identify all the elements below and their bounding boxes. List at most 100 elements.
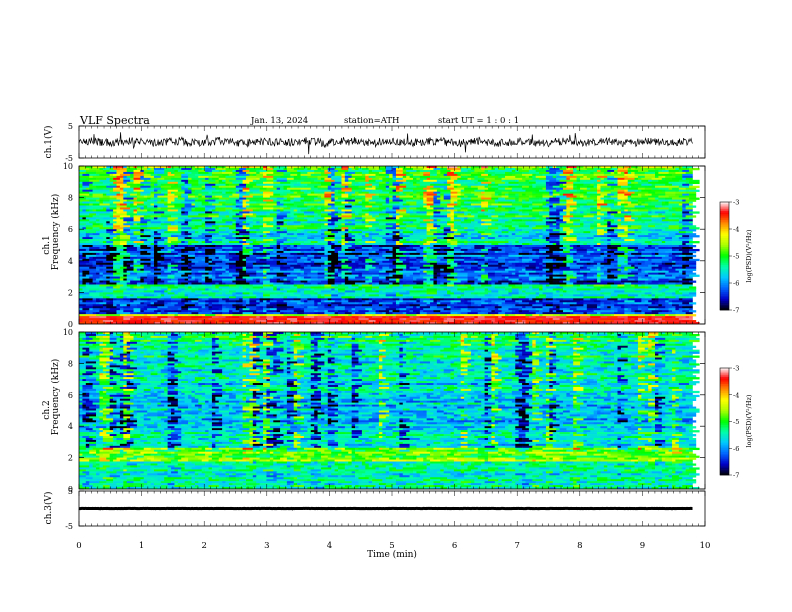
spectrogram-cell [406, 180, 410, 182]
spectrogram-cell [645, 257, 656, 259]
spectrogram-cell [488, 209, 495, 211]
spectrogram-cell [341, 202, 348, 204]
spectrogram-cell [294, 213, 305, 215]
spectrogram-cell [614, 231, 625, 233]
spectrogram-cell [604, 174, 615, 176]
spectrogram-cell [522, 235, 529, 237]
spectrogram-cell [420, 209, 431, 211]
spectrogram-cell [583, 267, 587, 269]
spectrogram-cell [580, 174, 584, 176]
spectrogram-cell [427, 186, 434, 188]
spectrogram-cell [386, 186, 390, 188]
spectrogram-cell [362, 209, 373, 211]
spectrogram-cell [403, 176, 407, 178]
spectrogram-cell [195, 196, 199, 198]
spectrogram-cell [635, 243, 642, 245]
spectrogram-cell [341, 184, 348, 186]
spectrogram-cell [519, 209, 523, 211]
spectrogram-cell [393, 174, 397, 176]
spectrogram-cell [502, 223, 513, 225]
spectrogram-cell [215, 223, 222, 225]
spectrogram-cell [89, 219, 96, 221]
spectrogram-cell [294, 231, 298, 233]
spectrogram-cell [427, 223, 434, 225]
spectrogram-cell [273, 217, 277, 219]
spectrogram-cell [93, 204, 100, 206]
spectrogram-cell [277, 243, 281, 245]
spectrogram-cell [440, 223, 447, 225]
spectrogram-cell [549, 213, 560, 215]
spectrogram-cell [655, 225, 662, 227]
spectrogram-cell [491, 186, 498, 188]
spectrogram-cell [464, 241, 468, 243]
spectrogram-cell [151, 247, 155, 249]
spectrogram-cell [335, 249, 342, 251]
spectrogram-cell [82, 271, 89, 273]
spectrogram-cell [168, 267, 172, 269]
spectrogram-cell [451, 239, 458, 241]
spectrogram-cell [352, 267, 359, 269]
spectrogram-cell [379, 233, 386, 235]
spectrogram-cell [379, 223, 386, 225]
spectrogram-cell [652, 241, 663, 243]
spectrogram-cell [372, 186, 376, 188]
spectrogram-cell [202, 247, 213, 249]
spectrogram-cell [249, 223, 256, 225]
spectrogram-cell [120, 178, 124, 180]
spectrogram-cell [290, 186, 294, 188]
spectrogram-cell [505, 188, 512, 190]
spectrogram-cell [423, 168, 427, 170]
spectrogram-cell [301, 184, 308, 186]
spectrogram-cell [140, 229, 144, 231]
spectrogram-cell [307, 184, 314, 186]
spectrogram-cell [502, 204, 513, 206]
spectrogram-cell [532, 174, 536, 176]
spectrogram-cell [474, 190, 485, 192]
spectrogram-cell [321, 198, 332, 200]
spectrogram-cell [362, 229, 369, 231]
spectrogram-cell [130, 227, 137, 229]
spectrogram-cell [478, 188, 489, 190]
spectrogram-cell [556, 180, 560, 182]
spectrogram-cell [174, 267, 181, 269]
spectrogram-cell [355, 211, 359, 213]
spectrogram-cell [338, 257, 349, 259]
spectrogram-cell [481, 206, 488, 208]
spectrogram-cell [168, 239, 179, 241]
spectrogram-cell [488, 188, 499, 190]
spectrogram-cell [505, 265, 509, 267]
spectrogram-cell [529, 245, 536, 247]
spectrogram-cell [178, 182, 185, 184]
spectrogram-cell [352, 227, 356, 229]
spectrogram-cell [93, 227, 100, 229]
spectrogram-cell [328, 257, 332, 259]
spectrogram-cell [294, 267, 301, 269]
spectrogram-cell [338, 221, 349, 223]
spectrogram-cell [607, 239, 611, 241]
spectrogram-cell [440, 204, 447, 206]
spectrogram-cell [96, 188, 100, 190]
spectrogram-cell [406, 227, 417, 229]
spectrogram-cell [106, 259, 117, 261]
spectrogram-cell [321, 184, 332, 186]
spectrogram-cell [457, 243, 461, 245]
spectrogram-cell [79, 184, 83, 186]
spectrogram-cell [120, 249, 124, 251]
spectrogram-cell [515, 180, 519, 182]
spectrogram-cell [447, 241, 451, 243]
spectrogram-cell [222, 235, 233, 237]
spectrogram-cell [314, 184, 321, 186]
spectrogram-cell [318, 219, 329, 221]
spectrogram-cell [508, 172, 512, 174]
spectrogram-cell [590, 172, 594, 174]
spectrogram-cell [587, 198, 598, 200]
spectrogram-cell [290, 196, 301, 198]
spectrogram-cell [614, 188, 621, 190]
spectrogram-cell [157, 206, 168, 208]
spectrogram-cell [529, 261, 536, 263]
spectrogram-cell [103, 207, 107, 209]
spectrogram-cell [488, 206, 499, 208]
spectrogram-cell [635, 235, 639, 237]
spectrogram-cell [372, 259, 376, 261]
spectrogram-cell [652, 219, 663, 221]
